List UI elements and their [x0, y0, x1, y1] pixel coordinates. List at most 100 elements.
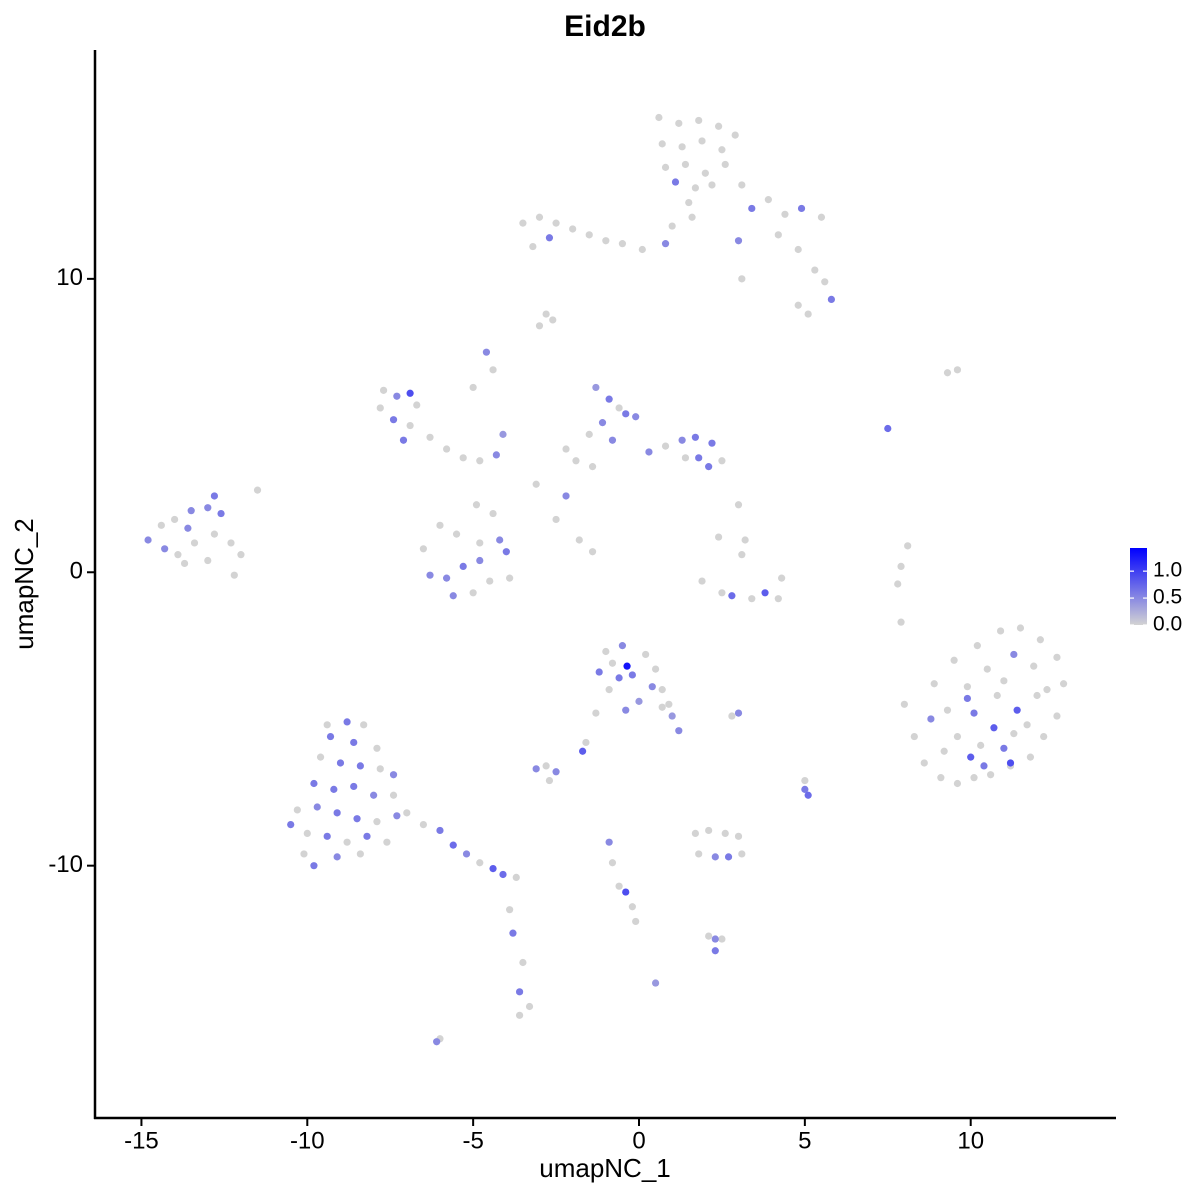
- point: [549, 316, 557, 324]
- point: [157, 521, 165, 529]
- point: [678, 143, 686, 151]
- point: [953, 366, 962, 374]
- point: [990, 724, 998, 732]
- point: [718, 935, 726, 943]
- point: [801, 776, 809, 785]
- point: [632, 413, 640, 421]
- point: [330, 785, 338, 793]
- point: [632, 917, 640, 926]
- point: [1000, 677, 1008, 685]
- point: [718, 589, 726, 597]
- point: [515, 1011, 524, 1019]
- point: [691, 433, 699, 441]
- point: [967, 753, 975, 761]
- point: [519, 958, 527, 967]
- point: [701, 169, 709, 177]
- point: [515, 988, 524, 996]
- point: [579, 747, 587, 755]
- point: [545, 234, 554, 242]
- point: [605, 838, 613, 846]
- point: [987, 771, 995, 779]
- point: [373, 744, 381, 752]
- point: [595, 668, 603, 676]
- point: [748, 595, 756, 603]
- point: [708, 181, 716, 189]
- point: [1030, 662, 1038, 670]
- point: [804, 310, 812, 318]
- point: [904, 542, 912, 550]
- point: [950, 656, 958, 664]
- x-axis-label: umapNC_1: [539, 1153, 671, 1183]
- point: [927, 715, 935, 723]
- point: [552, 219, 560, 227]
- x-tick-label: -5: [462, 1127, 483, 1154]
- point: [363, 832, 371, 840]
- point: [623, 662, 631, 670]
- point: [728, 712, 736, 720]
- point: [506, 574, 514, 582]
- point: [253, 486, 262, 494]
- point: [695, 454, 703, 462]
- point: [1059, 680, 1068, 688]
- point: [681, 454, 690, 462]
- point: [688, 213, 696, 221]
- point: [323, 832, 331, 840]
- point: [953, 732, 962, 741]
- point: [930, 680, 938, 688]
- chart-title: Eid2b: [564, 10, 646, 43]
- point: [897, 618, 905, 626]
- point: [698, 577, 706, 585]
- point: [728, 592, 736, 600]
- point: [734, 832, 743, 840]
- point: [705, 463, 713, 471]
- point: [489, 509, 497, 518]
- point: [598, 419, 607, 427]
- point: [658, 140, 666, 148]
- point: [356, 762, 364, 770]
- point: [622, 410, 630, 418]
- point: [389, 771, 398, 779]
- point: [615, 882, 623, 890]
- point: [499, 870, 507, 879]
- x-tick-label: 10: [957, 1127, 984, 1154]
- points: [144, 113, 1068, 1046]
- point: [310, 862, 318, 870]
- x-tick-label: 0: [632, 1127, 645, 1154]
- y-axis-label: umapNC_2: [9, 518, 39, 650]
- point: [532, 480, 540, 488]
- point: [715, 533, 723, 541]
- point: [983, 665, 991, 673]
- point: [724, 853, 733, 861]
- point: [174, 551, 182, 559]
- color-tick-label: 1.0: [1153, 559, 1182, 582]
- color-tick-label: 0.5: [1153, 586, 1182, 609]
- point: [562, 445, 570, 453]
- color-tick-label: 0.0: [1153, 613, 1182, 636]
- point: [884, 424, 892, 433]
- point: [973, 642, 981, 650]
- point: [661, 442, 670, 450]
- point: [476, 859, 484, 867]
- point: [506, 906, 514, 914]
- point: [316, 753, 325, 761]
- point: [403, 809, 411, 817]
- point: [897, 562, 905, 570]
- point: [797, 204, 806, 213]
- point: [1040, 732, 1048, 741]
- y-tick-label: -10: [48, 851, 83, 878]
- point: [426, 571, 434, 579]
- point: [721, 829, 729, 837]
- point: [1036, 636, 1044, 644]
- point: [293, 806, 301, 814]
- point: [204, 556, 212, 565]
- point: [1006, 759, 1015, 767]
- point: [1023, 721, 1031, 729]
- point: [970, 709, 978, 717]
- point: [161, 545, 169, 553]
- point: [190, 539, 199, 547]
- point: [452, 530, 461, 538]
- point: [943, 369, 952, 377]
- point: [628, 671, 636, 679]
- point: [691, 829, 699, 837]
